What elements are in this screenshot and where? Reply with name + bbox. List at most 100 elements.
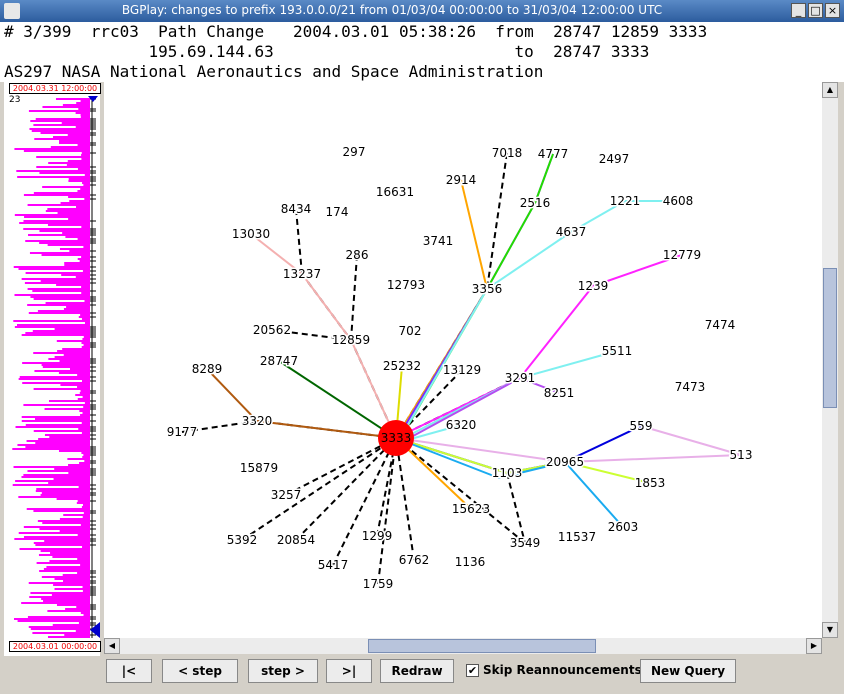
window-title: BGPlay: changes to prefix 193.0.0.0/21 f…: [121, 3, 663, 17]
last-event-button[interactable]: >|: [326, 659, 372, 683]
as-node-label-halo: 3257: [271, 488, 302, 502]
as-path: [395, 437, 742, 464]
maximize-button[interactable]: □: [808, 3, 823, 18]
event-info-line-2: 195.69.144.63 to 28747 3333: [4, 42, 650, 61]
as-node-label: 559: [630, 419, 653, 433]
as-node-label: 12779: [663, 248, 701, 262]
scroll-down-button[interactable]: ▼: [822, 622, 838, 638]
as-node-label: 5511: [602, 344, 633, 358]
timeline-current-marker: [90, 622, 100, 638]
as-node-label-halo: 1853: [635, 476, 666, 490]
as-node-label-halo: 559: [630, 419, 653, 433]
as-node-label: 702: [399, 324, 422, 338]
as-node-label-halo: 20965: [546, 455, 584, 469]
as-node-label: 4777: [538, 147, 569, 161]
timeline-histogram[interactable]: [4, 82, 100, 656]
as-node-label: 2914: [446, 173, 477, 187]
as-path: [278, 360, 397, 439]
as-node-label-halo: 5417: [318, 558, 349, 572]
as-node-label: 8251: [544, 386, 575, 400]
new-query-button[interactable]: New Query: [640, 659, 736, 683]
as-path: [395, 179, 489, 439]
timeline-panel[interactable]: 2004.03.31 12:00:00 23 2004.03.01 00:00:…: [4, 82, 101, 656]
as-node-label-halo: 7018: [492, 146, 523, 160]
as-link-dashed: [285, 437, 397, 496]
as-node-label-halo: 4637: [556, 225, 587, 239]
as-node-label-halo: 2914: [446, 173, 477, 187]
as-node-label-halo: 9177: [167, 425, 198, 439]
as-node-label: 4608: [663, 194, 694, 208]
as-link-dashed: [332, 437, 397, 566]
as-node-label: 1136: [455, 555, 486, 569]
as-path: [250, 233, 397, 439]
as-node-label-halo: 8289: [192, 362, 223, 376]
as-link-dashed: [181, 420, 258, 433]
as-node-label-halo: 12793: [387, 278, 425, 292]
as-node-label: 286: [346, 248, 369, 262]
as-node-label-halo: 1239: [578, 279, 609, 293]
scroll-up-button[interactable]: ▲: [822, 82, 838, 98]
as-node-label: 297: [343, 145, 366, 159]
as-node-label-halo: 7473: [675, 380, 706, 394]
as-node-label-halo: 15879: [240, 461, 278, 475]
as-node-label: 5392: [227, 533, 258, 547]
step-forward-button[interactable]: step >: [248, 659, 318, 683]
as-link-dashed: [241, 437, 397, 541]
minimize-button[interactable]: _: [791, 3, 806, 18]
as-path: [401, 376, 560, 443]
scroll-left-button[interactable]: ◀: [104, 638, 120, 654]
as-node-label: 15879: [240, 461, 278, 475]
as-node-label-halo: 2603: [608, 520, 639, 534]
as-path: [395, 254, 683, 439]
as-node-label: 3257: [271, 488, 302, 502]
as-node-label: 9177: [167, 425, 198, 439]
title-bar: BGPlay: changes to prefix 193.0.0.0/21 f…: [0, 0, 844, 22]
as-link-dashed: [377, 437, 397, 585]
first-event-button[interactable]: |<: [106, 659, 152, 683]
as-node-label-halo: 1136: [455, 555, 486, 569]
as-node-label-halo: 15623: [452, 502, 490, 516]
as-node-label-halo: 3291: [505, 371, 536, 385]
skip-reannouncements-checkbox[interactable]: ✔: [466, 664, 479, 677]
as-path: [395, 437, 651, 484]
as-node-label: 7474: [705, 318, 736, 332]
as-node-label: 2603: [608, 520, 639, 534]
as-link-dashed: [395, 437, 415, 561]
as-node-label: 6762: [399, 553, 430, 567]
as-node-label: 1103: [492, 466, 523, 480]
as-path: [640, 425, 742, 456]
as-node-label-halo: 28747: [260, 354, 298, 368]
as-link-dashed: [295, 437, 397, 541]
as-path: [403, 231, 572, 433]
vertical-scroll-thumb[interactable]: [823, 268, 837, 408]
as-path: [399, 350, 618, 441]
as-link-dashed: [486, 152, 508, 290]
as-node-label: 20965: [546, 455, 584, 469]
as-node-label: 3549: [510, 536, 541, 550]
as-node-label: 174: [326, 205, 349, 219]
as-node-label-halo: 16631: [376, 185, 414, 199]
as-link-dashed: [271, 329, 352, 341]
scroll-right-button[interactable]: ▶: [806, 638, 822, 654]
close-button[interactable]: ×: [825, 3, 840, 18]
as-node-label: 6320: [446, 418, 477, 432]
as-node-label: 2497: [599, 152, 630, 166]
as-node-label-halo: 4608: [663, 194, 694, 208]
event-info-panel: # 3/399 rrc03 Path Change 2004.03.01 05:…: [0, 22, 844, 82]
step-back-button[interactable]: < step: [162, 659, 238, 683]
event-info-line-1: # 3/399 rrc03 Path Change 2004.03.01 05:…: [4, 22, 708, 41]
as-node-label: 1221: [610, 194, 641, 208]
as-node-label-halo: 8251: [544, 386, 575, 400]
as-node-label: 25232: [383, 359, 421, 373]
redraw-button[interactable]: Redraw: [380, 659, 454, 683]
as-graph-canvas[interactable]: 3333 297 297 7018 7018 4777 4777 2497 2497 16631 1…: [104, 82, 822, 638]
as-node-label-halo: 1221: [610, 194, 641, 208]
as-path: [206, 368, 397, 439]
as-node-label: 8289: [192, 362, 223, 376]
skip-reannouncements-label[interactable]: Skip Reannouncements: [483, 663, 642, 677]
as-node-label: 13129: [443, 363, 481, 377]
horizontal-scroll-thumb[interactable]: [368, 639, 596, 653]
as-node-label-halo: 20562: [253, 323, 291, 337]
as-node-label: 2516: [520, 196, 551, 210]
